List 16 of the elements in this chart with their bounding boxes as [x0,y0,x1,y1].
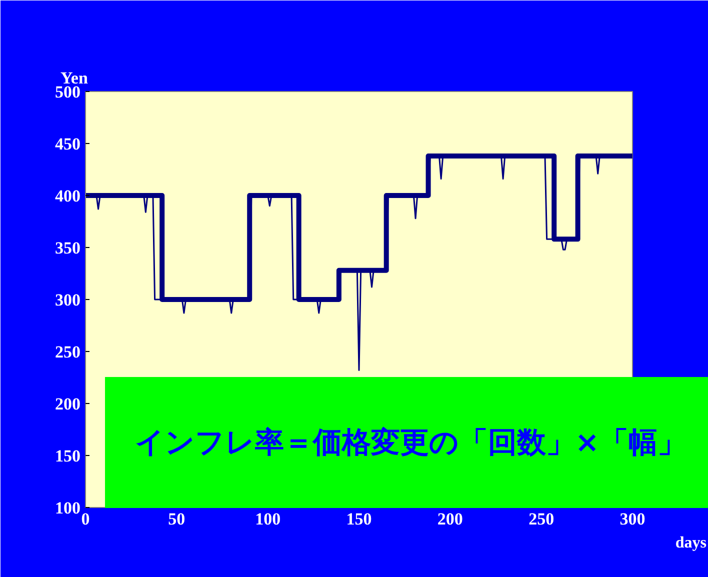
x-tick-label: 50 [168,510,186,528]
x-axis-title: days [675,534,706,552]
y-tick-label: 300 [55,290,80,310]
y-tick-label: 200 [55,394,80,414]
x-tick-label: 0 [81,510,90,528]
y-tick-label: 150 [55,446,80,466]
x-tick-label: 150 [346,510,372,528]
x-tick-label: 250 [528,510,554,528]
x-tick-label: 100 [255,510,281,528]
picture-textbox: インフレ率＝価格変更の「回数」×「幅」 [105,377,708,508]
y-tick-label: 400 [55,186,80,206]
y-tick-label: 450 [55,134,80,154]
x-tick-label: 300 [620,510,646,528]
x-tick-label: 200 [437,510,463,528]
y-tick-label: 350 [55,238,80,258]
y-tick-label: 250 [55,342,80,362]
